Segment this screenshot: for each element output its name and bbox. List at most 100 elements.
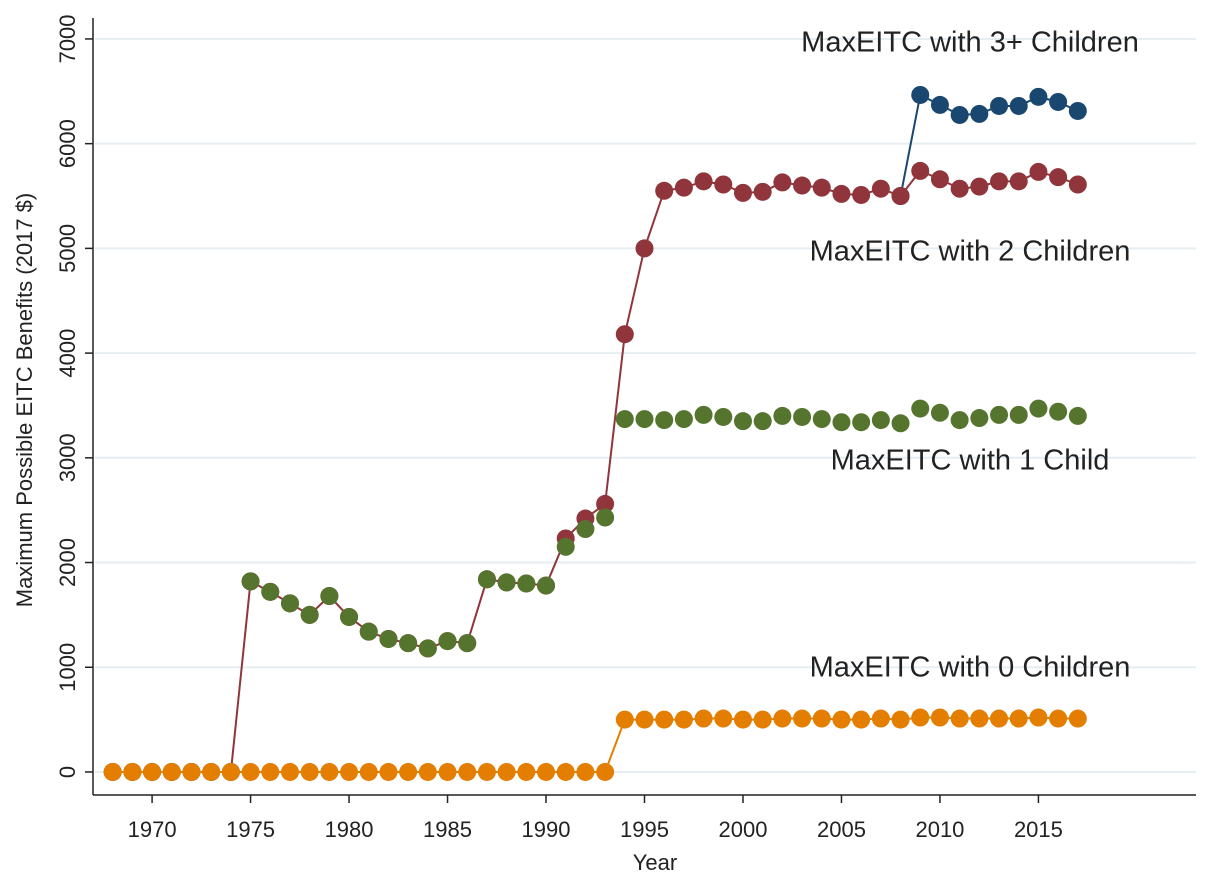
- point: [911, 708, 930, 727]
- point: [1029, 708, 1048, 727]
- point: [852, 185, 871, 204]
- series-label: MaxEITC with 1 Child: [831, 445, 1110, 477]
- point: [340, 762, 359, 781]
- point: [674, 178, 693, 197]
- point: [123, 762, 142, 781]
- x-tick-label: 1985: [423, 817, 472, 842]
- point: [950, 105, 969, 124]
- y-axis-label: Maximum Possible EITC Benefits (2017 $): [12, 193, 37, 608]
- point: [753, 710, 772, 729]
- x-tick-label: 1975: [226, 817, 275, 842]
- point: [812, 178, 831, 197]
- point: [694, 709, 713, 728]
- point: [1049, 92, 1068, 111]
- point: [241, 572, 260, 591]
- point: [714, 175, 733, 194]
- y-tick-label: 2000: [55, 538, 80, 587]
- point: [812, 709, 831, 728]
- x-tick-label: 2010: [915, 817, 964, 842]
- point: [694, 405, 713, 424]
- point: [202, 762, 221, 781]
- point: [418, 639, 437, 658]
- x-tick-label: 2005: [817, 817, 866, 842]
- point: [1009, 172, 1028, 191]
- point: [261, 762, 280, 781]
- point: [497, 573, 516, 592]
- point: [871, 411, 890, 430]
- point: [162, 762, 181, 781]
- point: [793, 176, 812, 195]
- y-tick-label: 1000: [55, 643, 80, 692]
- point: [1029, 87, 1048, 106]
- point: [930, 708, 949, 727]
- point: [1009, 405, 1028, 424]
- point: [1029, 162, 1048, 181]
- point: [537, 762, 556, 781]
- point: [1068, 101, 1087, 120]
- point: [399, 634, 418, 653]
- point: [674, 410, 693, 429]
- point: [576, 762, 595, 781]
- point: [1049, 168, 1068, 187]
- point: [497, 762, 516, 781]
- x-tick-label: 1970: [128, 817, 177, 842]
- point: [596, 494, 615, 513]
- point: [773, 709, 792, 728]
- point: [832, 413, 851, 432]
- point: [832, 184, 851, 203]
- point: [990, 96, 1009, 115]
- point: [714, 709, 733, 728]
- point: [773, 406, 792, 425]
- point: [221, 762, 240, 781]
- point: [1049, 709, 1068, 728]
- point: [753, 412, 772, 431]
- point: [832, 710, 851, 729]
- point: [379, 629, 398, 648]
- point: [280, 594, 299, 613]
- point: [1068, 709, 1087, 728]
- point: [970, 409, 989, 428]
- point: [458, 634, 477, 653]
- point: [990, 405, 1009, 424]
- point: [911, 85, 930, 104]
- point: [930, 95, 949, 114]
- point: [990, 172, 1009, 191]
- point: [556, 762, 575, 781]
- point: [852, 710, 871, 729]
- point: [930, 170, 949, 189]
- point: [477, 570, 496, 589]
- point: [655, 411, 674, 430]
- point: [773, 173, 792, 192]
- point: [399, 762, 418, 781]
- point: [1009, 96, 1028, 115]
- point: [635, 710, 654, 729]
- point: [576, 520, 595, 539]
- point: [517, 574, 536, 593]
- point: [655, 181, 674, 200]
- point: [871, 709, 890, 728]
- point: [261, 582, 280, 601]
- point: [950, 179, 969, 198]
- point: [537, 576, 556, 595]
- point: [103, 762, 122, 781]
- point: [615, 410, 634, 429]
- y-tick-label: 0: [55, 766, 80, 778]
- point: [438, 762, 457, 781]
- point: [143, 762, 162, 781]
- point: [300, 605, 319, 624]
- point: [280, 762, 299, 781]
- point: [635, 410, 654, 429]
- point: [340, 607, 359, 626]
- point: [418, 762, 437, 781]
- point: [871, 179, 890, 198]
- point: [990, 709, 1009, 728]
- x-tick-label: 1990: [522, 817, 571, 842]
- point: [733, 412, 752, 431]
- x-tick-label: 2015: [1014, 817, 1063, 842]
- y-tick-label: 5000: [55, 224, 80, 273]
- point: [970, 177, 989, 196]
- series-label: MaxEITC with 3+ Children: [801, 27, 1139, 59]
- point: [241, 762, 260, 781]
- point: [970, 104, 989, 123]
